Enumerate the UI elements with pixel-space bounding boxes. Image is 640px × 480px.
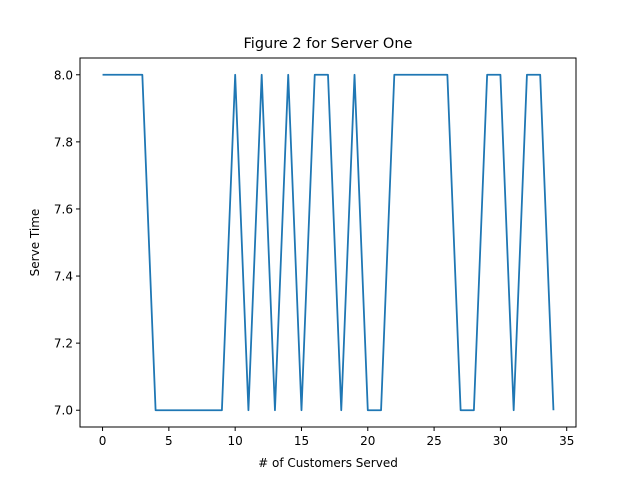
x-tick-label: 30 xyxy=(493,434,508,448)
axes-frame xyxy=(79,57,577,428)
chart-title: Figure 2 for Server One xyxy=(244,36,413,52)
y-tick-label: 7.8 xyxy=(54,135,73,149)
y-tick-label: 8.0 xyxy=(54,68,73,82)
x-tick-label: 10 xyxy=(228,434,243,448)
x-tick-label: 35 xyxy=(559,434,574,448)
y-axis: 7.0 7.2 7.4 7.6 7.8 8.0 xyxy=(54,68,80,418)
x-tick-label: 5 xyxy=(165,434,173,448)
series-line xyxy=(102,73,555,412)
y-tick-label: 7.2 xyxy=(54,337,73,351)
y-tick-label: 7.4 xyxy=(54,270,73,284)
x-tick-label: 25 xyxy=(426,434,441,448)
x-tick-label: 0 xyxy=(99,434,107,448)
x-tick-label: 15 xyxy=(294,434,309,448)
x-axis: 0 5 10 15 20 25 30 35 xyxy=(99,427,574,448)
x-tick-label: 20 xyxy=(360,434,375,448)
plot-area xyxy=(102,73,555,412)
y-tick-label: 7.6 xyxy=(54,202,73,216)
y-tick-label: 7.0 xyxy=(54,404,73,418)
y-axis-label: Serve Time xyxy=(28,209,42,277)
x-axis-label: # of Customers Served xyxy=(258,456,398,470)
